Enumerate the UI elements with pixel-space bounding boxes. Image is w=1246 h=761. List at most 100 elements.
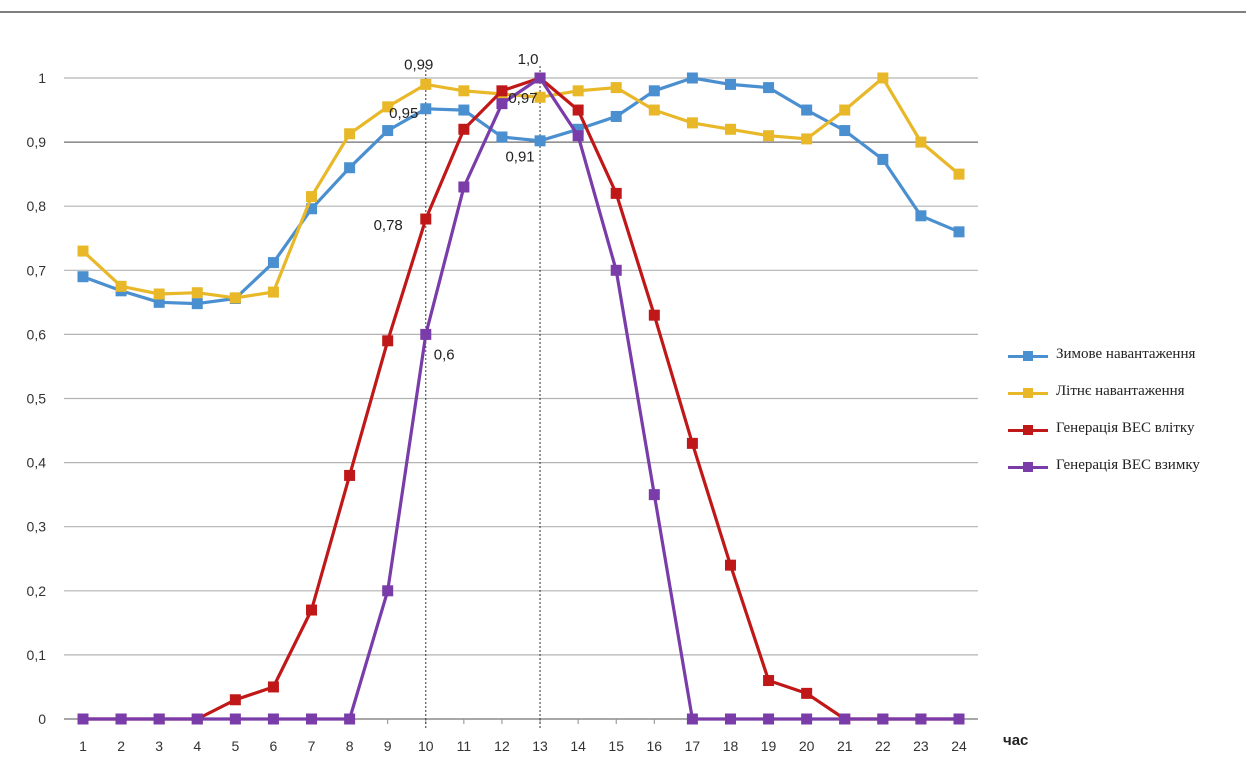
data-point bbox=[306, 604, 318, 616]
data-point bbox=[572, 104, 584, 116]
data-point bbox=[191, 713, 203, 725]
data-point bbox=[267, 681, 279, 693]
y-tick-label: 0 bbox=[38, 711, 46, 727]
data-label: 0,91 bbox=[505, 149, 534, 166]
data-point bbox=[267, 286, 279, 298]
data-point bbox=[420, 78, 432, 90]
y-tick-label: 0,6 bbox=[27, 326, 47, 342]
legend-marker bbox=[1023, 425, 1033, 435]
data-point bbox=[306, 713, 318, 725]
y-tick-label: 0,8 bbox=[27, 198, 47, 214]
x-tick-label: 1 bbox=[79, 738, 87, 754]
x-tick-label: 3 bbox=[155, 738, 163, 754]
x-tick-label: 8 bbox=[346, 738, 354, 754]
legend-item-winter-generation: Генерація ВЕС взимку bbox=[1008, 453, 1244, 490]
legend-marker bbox=[1023, 388, 1033, 398]
y-tick-label: 0,7 bbox=[27, 262, 47, 278]
data-point bbox=[763, 130, 775, 142]
x-tick-label: 6 bbox=[270, 738, 278, 754]
x-tick-label: 24 bbox=[951, 738, 967, 754]
data-point bbox=[686, 437, 698, 449]
data-point bbox=[229, 292, 241, 304]
x-tick-label: 20 bbox=[799, 738, 815, 754]
data-point bbox=[763, 713, 775, 725]
data-point bbox=[229, 694, 241, 706]
legend-label: Генерація ВЕС влітку bbox=[1056, 420, 1195, 436]
data-point bbox=[915, 210, 927, 222]
x-tick-label: 21 bbox=[837, 738, 853, 754]
data-point bbox=[686, 713, 698, 725]
y-tick-label: 0,3 bbox=[27, 519, 47, 535]
data-point bbox=[458, 181, 470, 193]
data-point bbox=[648, 104, 660, 116]
data-point bbox=[763, 82, 775, 94]
data-label: 0,78 bbox=[374, 217, 403, 234]
data-point bbox=[915, 136, 927, 148]
x-tick-label: 9 bbox=[384, 738, 392, 754]
data-point bbox=[801, 713, 813, 725]
legend-item-summer-generation: Генерація ВЕС влітку bbox=[1008, 416, 1244, 453]
x-tick-label: 16 bbox=[647, 738, 663, 754]
data-point bbox=[953, 226, 965, 238]
data-point bbox=[572, 123, 584, 135]
legend-label: Генерація ВЕС взимку bbox=[1056, 457, 1200, 473]
data-point bbox=[724, 713, 736, 725]
x-tick-label: 19 bbox=[761, 738, 777, 754]
data-point bbox=[420, 103, 432, 115]
data-label: 0,99 bbox=[404, 56, 433, 73]
y-tick-label: 0,5 bbox=[27, 391, 47, 407]
data-point bbox=[382, 125, 394, 137]
data-point bbox=[77, 713, 89, 725]
x-tick-label: 13 bbox=[532, 738, 548, 754]
x-tick-label: 14 bbox=[570, 738, 586, 754]
data-point bbox=[839, 104, 851, 116]
data-point bbox=[801, 687, 813, 699]
data-point bbox=[534, 91, 546, 103]
data-point bbox=[229, 713, 241, 725]
data-point bbox=[458, 104, 470, 116]
legend-item-summer-load: Літнє навантаження bbox=[1008, 379, 1244, 416]
legend: Зимове навантаження Літнє навантаження Г… bbox=[1008, 342, 1244, 490]
legend-marker bbox=[1023, 351, 1033, 361]
x-tick-label: 22 bbox=[875, 738, 891, 754]
data-point bbox=[458, 123, 470, 135]
data-point bbox=[610, 110, 622, 122]
data-point bbox=[839, 125, 851, 137]
y-tick-label: 0,1 bbox=[27, 647, 47, 663]
data-label: 1,0 bbox=[518, 51, 539, 68]
data-point bbox=[572, 85, 584, 97]
data-point bbox=[724, 123, 736, 135]
data-point bbox=[420, 213, 432, 225]
data-point bbox=[267, 713, 279, 725]
data-point bbox=[801, 104, 813, 116]
data-point bbox=[686, 72, 698, 84]
data-point bbox=[115, 280, 127, 292]
data-point bbox=[953, 713, 965, 725]
series-line bbox=[81, 76, 961, 300]
data-point bbox=[344, 713, 356, 725]
data-point bbox=[801, 133, 813, 145]
data-point bbox=[496, 98, 508, 110]
x-tick-label: 2 bbox=[117, 738, 125, 754]
x-tick-label: 15 bbox=[608, 738, 624, 754]
data-label: 0,97 bbox=[508, 90, 537, 107]
data-point bbox=[610, 264, 622, 276]
gridlines bbox=[64, 77, 978, 720]
data-point bbox=[610, 82, 622, 94]
data-point bbox=[877, 713, 889, 725]
data-point bbox=[496, 131, 508, 143]
y-axis-ticks: 0 0,1 0,2 0,3 0,4 0,5 0,6 0,7 0,8 0,9 1 bbox=[27, 70, 47, 727]
y-tick-label: 1 bbox=[38, 70, 46, 86]
legend-marker bbox=[1023, 462, 1033, 472]
x-tick-label: 5 bbox=[231, 738, 239, 754]
data-point bbox=[306, 191, 318, 203]
data-point bbox=[648, 85, 660, 97]
data-point bbox=[724, 559, 736, 571]
data-point bbox=[153, 296, 165, 308]
x-tick-label: 18 bbox=[723, 738, 739, 754]
data-point bbox=[77, 271, 89, 283]
data-point bbox=[382, 585, 394, 597]
data-point bbox=[572, 130, 584, 142]
data-point bbox=[458, 85, 470, 97]
